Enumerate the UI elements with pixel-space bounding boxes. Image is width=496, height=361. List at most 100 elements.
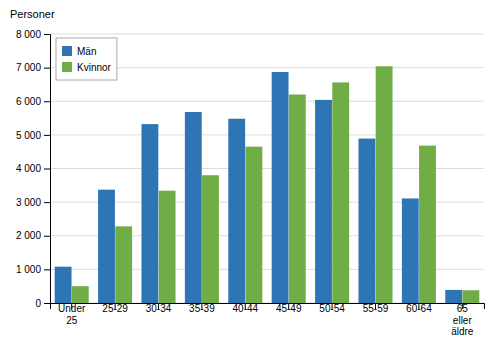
grid [50, 34, 484, 303]
y-tick-label: 4 000 [16, 163, 41, 174]
x-tick-label: 40-44 [233, 303, 259, 314]
bar [358, 139, 375, 303]
bar [419, 146, 436, 303]
legend-box [56, 38, 117, 80]
grid-line [50, 202, 484, 203]
legend: Män Kvinnor [56, 38, 117, 80]
x-tick: 30-34 [146, 303, 172, 314]
bar [159, 191, 176, 303]
bar [402, 198, 419, 303]
y-tick: 2 000 [16, 230, 50, 241]
y-tick-mark [44, 269, 50, 270]
y-tick-mark [44, 236, 50, 237]
y-tick-label: 5 000 [16, 130, 41, 141]
y-tick: 1 000 [16, 264, 50, 275]
y-tick-mark [44, 169, 50, 170]
x-tick-label: 60-64 [406, 303, 432, 314]
legend-label: Män [77, 46, 96, 57]
legend-label: Kvinnor [77, 62, 112, 73]
y-tick: 4 000 [16, 163, 50, 174]
grid-line [50, 235, 484, 236]
bar [332, 82, 349, 303]
bars [55, 66, 480, 303]
bar [141, 124, 158, 303]
x-tick: 40-44 [233, 303, 259, 314]
y-tick-label: 1 000 [16, 264, 41, 275]
x-tick-label: 55-59 [363, 303, 389, 314]
y-tick-label: 2 000 [16, 230, 41, 241]
bar [55, 267, 72, 303]
x-tick-label-line: 30-34 [146, 303, 172, 314]
plot: 0 1 000 2 000 3 000 4 000 5 000 6 000 7 000 8 00… [16, 29, 485, 337]
grid-line [50, 34, 484, 35]
bar [98, 190, 115, 303]
bar [202, 175, 219, 303]
x-tick-label: Under25 [58, 303, 86, 326]
x-tick-label-line: 65 [457, 303, 469, 314]
y-tick: 7 000 [16, 62, 50, 73]
x-tick: 60-64 [406, 303, 432, 314]
x-tick: 35-39 [189, 303, 215, 314]
bar [376, 66, 393, 303]
x-tick-label-line: 25-29 [102, 303, 128, 314]
x-tick: 45-49 [276, 303, 302, 314]
x-tick-label-line: 60-64 [406, 303, 432, 314]
x-tick-label: 35-39 [189, 303, 215, 314]
y-tick-label: 3 000 [16, 197, 41, 208]
y-tick-mark [44, 34, 50, 35]
x-tick: 55-59 [363, 303, 389, 314]
x-tick: 25-29 [102, 303, 128, 314]
x-tick: 65elleräldre [451, 303, 474, 337]
legend-swatch [62, 46, 72, 56]
bar [115, 226, 132, 303]
x-tick-label: 65elleräldre [451, 303, 474, 337]
x-tick-label: 25-29 [102, 303, 128, 314]
x-tick-label: 30-34 [146, 303, 172, 314]
y-tick-label: 6 000 [16, 96, 41, 107]
x-tick-label: 50-54 [319, 303, 345, 314]
y-tick-mark [44, 135, 50, 136]
y-tick-mark [44, 202, 50, 203]
y-tick: 6 000 [16, 96, 50, 107]
y-tick: 3 000 [16, 197, 50, 208]
y-axis-label: Personer [10, 8, 55, 20]
bar [185, 112, 202, 303]
y-axis: 0 1 000 2 000 3 000 4 000 5 000 6 000 7 000 8 00… [16, 29, 51, 309]
grid-line [50, 134, 484, 135]
y-tick-label: 0 [35, 298, 41, 309]
bar [445, 290, 462, 303]
y-tick-label: 8 000 [16, 29, 41, 40]
x-tick-label-line: 35-39 [189, 303, 215, 314]
x-tick-label-line: 55-59 [363, 303, 389, 314]
bar [462, 290, 479, 303]
bar [315, 100, 332, 303]
x-tick-label-line: 50-54 [319, 303, 345, 314]
bar [228, 119, 245, 303]
x-tick-label: 45-49 [276, 303, 302, 314]
y-tick-label: 7 000 [16, 62, 41, 73]
x-tick: 50-54 [319, 303, 345, 314]
y-tick: 5 000 [16, 130, 50, 141]
y-tick-mark [44, 68, 50, 69]
y-tick: 8 000 [16, 29, 50, 40]
x-tick-label-line: Under [58, 303, 86, 314]
bar [72, 286, 89, 303]
grid-line [50, 101, 484, 102]
grid-line [50, 269, 484, 270]
x-tick: Under25 [58, 303, 86, 326]
bar [272, 72, 289, 303]
y-tick-mark [44, 101, 50, 102]
x-tick-label-line: 45-49 [276, 303, 302, 314]
x-tick-label-line: 25 [66, 315, 78, 326]
x-tick-label-line: äldre [451, 326, 474, 337]
y-axis-line [44, 35, 51, 304]
bar [289, 95, 306, 303]
bar-series [55, 72, 462, 303]
grid-line [50, 168, 484, 169]
y-tick: 0 [35, 298, 50, 309]
x-tick-label-line: 40-44 [233, 303, 259, 314]
x-tick-label-line: eller [453, 315, 473, 326]
x-axis: Under25 25-29 30-34 35-39 40-44 45-49 50-54 55-… [51, 303, 485, 337]
y-tick-mark [44, 303, 50, 304]
bar-series [72, 66, 479, 303]
